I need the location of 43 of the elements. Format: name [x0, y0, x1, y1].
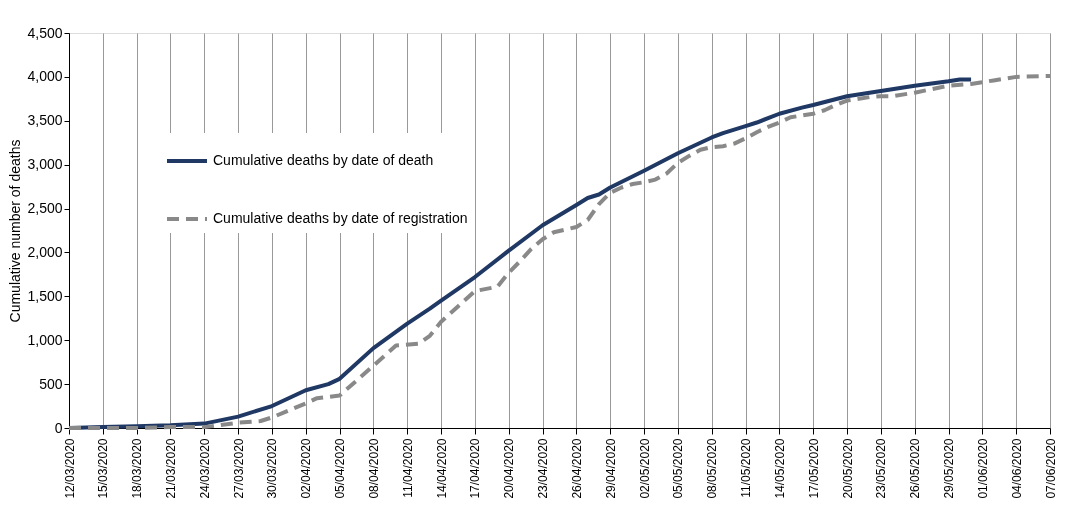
x-tick-label: 05/05/2020 — [671, 438, 686, 499]
x-tick-label: 26/05/2020 — [908, 438, 923, 499]
x-tick-label: 30/03/2020 — [265, 438, 280, 499]
x-tick-label: 14/05/2020 — [772, 438, 787, 499]
x-tick-label: 26/04/2020 — [569, 438, 584, 499]
x-tick-label: 23/05/2020 — [874, 438, 889, 499]
y-tick-label: 4,500 — [27, 24, 63, 41]
y-tick-label: 1,000 — [27, 331, 63, 348]
y-axis-title: Cumulative number of deaths — [7, 139, 24, 323]
x-tick-label: 20/04/2020 — [502, 438, 517, 499]
x-tick-label: 29/04/2020 — [603, 438, 618, 499]
y-tick-label: 0 — [54, 419, 63, 436]
x-tick-label: 02/05/2020 — [637, 438, 652, 499]
x-tick-label: 20/05/2020 — [840, 438, 855, 499]
x-tick-label: 02/04/2020 — [299, 438, 314, 499]
y-tick-label: 500 — [39, 375, 63, 392]
y-tick-label: 3,000 — [27, 156, 63, 173]
x-tick-label: 18/03/2020 — [130, 438, 145, 499]
y-tick-label: 4,000 — [27, 68, 63, 85]
x-tick-label: 14/04/2020 — [434, 438, 449, 499]
x-tick-label: 24/03/2020 — [197, 438, 212, 499]
x-tick-label: 07/06/2020 — [1043, 438, 1058, 499]
x-tick-label: 11/05/2020 — [739, 438, 754, 498]
x-tick-label: 04/06/2020 — [1009, 438, 1024, 499]
legend-label: Cumulative deaths by date of registration — [213, 210, 468, 226]
x-tick-label: 23/04/2020 — [536, 438, 551, 499]
legend-label: Cumulative deaths by date of death — [213, 152, 434, 168]
x-tick-label: 21/03/2020 — [163, 438, 178, 499]
x-tick-label: 08/05/2020 — [705, 438, 720, 499]
x-tick-label: 27/03/2020 — [231, 438, 246, 499]
x-tick-label: 01/06/2020 — [975, 438, 990, 499]
x-tick-label: 05/04/2020 — [333, 438, 348, 499]
x-tick-label: 29/05/2020 — [942, 438, 957, 499]
y-tick-label: 1,500 — [27, 287, 63, 304]
x-tick-label: 08/04/2020 — [366, 438, 381, 499]
x-tick-label: 11/04/2020 — [400, 438, 415, 498]
y-tick-label: 2,500 — [27, 200, 63, 217]
y-tick-label: 3,500 — [27, 112, 63, 129]
x-tick-label: 12/03/2020 — [62, 438, 77, 499]
x-tick-label: 15/03/2020 — [96, 438, 111, 499]
x-tick-label: 17/05/2020 — [806, 438, 821, 499]
y-tick-label: 2,000 — [27, 243, 63, 260]
x-tick-label: 17/04/2020 — [468, 438, 483, 499]
